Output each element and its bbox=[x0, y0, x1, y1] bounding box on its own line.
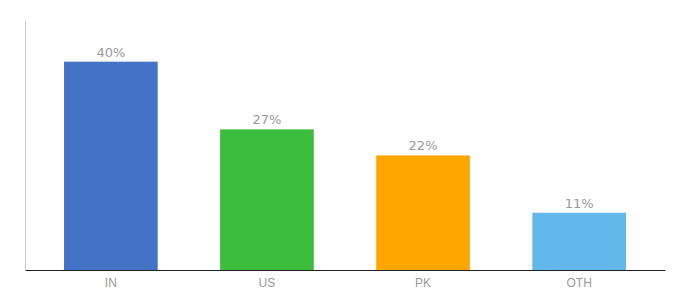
x-tick: PK bbox=[415, 270, 431, 290]
x-tick: IN bbox=[105, 270, 117, 290]
data-label: 40% bbox=[96, 45, 125, 60]
data-label: 27% bbox=[252, 112, 281, 127]
bar bbox=[532, 213, 626, 270]
bar bbox=[376, 155, 470, 270]
x-tick-label: PK bbox=[415, 276, 431, 290]
y-axis bbox=[25, 21, 26, 271]
bar bbox=[64, 62, 158, 270]
data-labels: 40% 27% 22% 11% bbox=[96, 45, 593, 211]
y-axis-line bbox=[25, 21, 26, 271]
data-label: 22% bbox=[409, 138, 438, 153]
plot: 40% 27% 22% 11% IN US PK OTH bbox=[26, 21, 666, 290]
x-axis-line bbox=[26, 270, 666, 271]
x-tick: OTH bbox=[566, 270, 591, 290]
x-tick-label: OTH bbox=[566, 276, 591, 290]
x-tick-label: IN bbox=[105, 276, 117, 290]
bars bbox=[64, 62, 626, 270]
x-axis: IN US PK OTH bbox=[26, 270, 666, 290]
chart-container: 40% 27% 22% 11% IN US PK OTH bbox=[0, 0, 680, 300]
x-tick: US bbox=[259, 270, 276, 290]
x-tick-label: US bbox=[259, 276, 276, 290]
chart: 40% 27% 22% 11% IN US PK OTH bbox=[0, 0, 680, 300]
bar bbox=[220, 129, 314, 270]
data-label: 11% bbox=[565, 196, 594, 211]
